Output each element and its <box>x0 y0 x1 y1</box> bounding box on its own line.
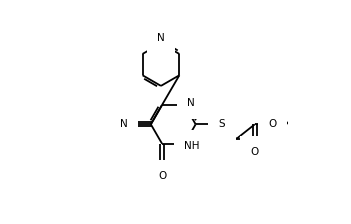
Text: O: O <box>158 170 166 181</box>
Text: N: N <box>187 98 195 108</box>
Text: N: N <box>157 33 165 43</box>
Text: NH: NH <box>184 140 200 151</box>
Text: N: N <box>120 119 128 129</box>
Text: O: O <box>251 147 259 157</box>
Text: S: S <box>219 119 225 129</box>
Text: O: O <box>269 119 277 129</box>
